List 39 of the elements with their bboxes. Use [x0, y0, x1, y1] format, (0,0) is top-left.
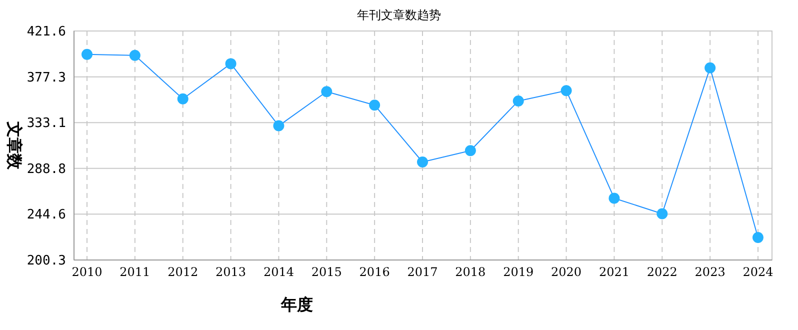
x-tick-label: 2014 [263, 265, 294, 279]
point [82, 48, 92, 60]
y-tick-label: 200.3 [26, 254, 66, 269]
y-tick-label: 333.1 [26, 116, 66, 132]
point [177, 93, 188, 104]
x-tick-label: 2020 [551, 265, 582, 279]
point [512, 95, 524, 106]
point [752, 232, 764, 244]
point [464, 145, 476, 156]
x-tick-label: 2023 [694, 265, 726, 279]
point [369, 100, 380, 111]
x-tick-label: 2013 [216, 265, 246, 279]
y-tick-label: 421.6 [26, 24, 66, 40]
x-tick-label: 2012 [168, 265, 198, 279]
y-tick-label: 244.6 [26, 208, 66, 223]
point [273, 120, 284, 132]
x-tick-label: 2021 [598, 265, 630, 279]
x-tick-label: 2018 [455, 265, 486, 279]
point [704, 62, 716, 74]
y-tick-label: 288.8 [26, 162, 66, 177]
x-tick-label: 2010 [72, 265, 102, 279]
x-axis-title: 年度 [280, 295, 313, 314]
point [129, 50, 140, 61]
y-axis-title: 文章数 [5, 120, 24, 170]
point [225, 58, 236, 70]
x-tick-label: 2017 [407, 265, 438, 279]
point [656, 208, 668, 220]
point [608, 192, 620, 204]
point [417, 156, 428, 168]
chart-title: 年刊文章数趋势 [357, 8, 441, 22]
point [321, 86, 332, 98]
x-tick-label: 2022 [646, 265, 678, 279]
x-tick-label: 2011 [120, 265, 150, 279]
point [560, 85, 572, 96]
y-tick-label: 377.3 [26, 70, 66, 86]
x-tick-label: 2015 [311, 265, 342, 279]
x-tick-label: 2016 [359, 265, 390, 279]
x-tick-label: 2019 [503, 265, 534, 279]
x-tick-label: 2024 [742, 265, 774, 279]
